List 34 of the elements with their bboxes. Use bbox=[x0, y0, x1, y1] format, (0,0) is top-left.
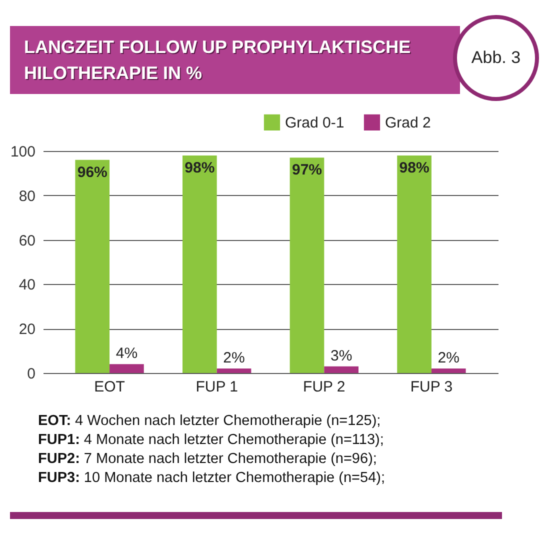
y-tick-label: 100 bbox=[10, 144, 36, 160]
data-label: 98% bbox=[399, 159, 430, 176]
y-tick-label: 40 bbox=[18, 276, 36, 294]
x-tick-label: FUP 2 bbox=[303, 378, 346, 396]
bar bbox=[324, 366, 358, 373]
legend-label: Grad 2 bbox=[385, 114, 431, 132]
data-label: 96% bbox=[77, 164, 108, 181]
data-label: 97% bbox=[292, 162, 322, 179]
x-tick-label: FUP 3 bbox=[410, 378, 453, 396]
chart-subtitle: Abb. 3 bbox=[453, 15, 539, 101]
y-tick-label: 60 bbox=[18, 232, 36, 250]
data-label: 2% bbox=[438, 350, 460, 367]
chart-title: LANGZEIT FOLLOW UP PROPHYLAKTISCHE HILOTHERAPIE IN % bbox=[10, 26, 460, 94]
x-tick-label: EOT bbox=[94, 378, 125, 396]
bar bbox=[431, 368, 466, 373]
text: EOT: 4 Wochen nach letzter Chemotherapie (n=125); bbox=[38, 412, 382, 431]
data-label: 4% bbox=[116, 345, 138, 362]
data-label: 2% bbox=[223, 350, 245, 367]
y-tick-label: 80 bbox=[18, 188, 36, 205]
data-label: 3% bbox=[330, 347, 352, 364]
text: FUP1: 4 Monate nach letzter Chemotherapie (n=113); bbox=[38, 431, 385, 450]
x-tick-label: FUP 1 bbox=[196, 378, 238, 396]
data-label: 98% bbox=[184, 159, 215, 176]
bar bbox=[182, 155, 217, 373]
bar bbox=[75, 160, 110, 373]
text: FUP3: 10 Monate nach letzter Chemotherapie (n=54); bbox=[38, 469, 385, 488]
y-tick-label: 20 bbox=[18, 321, 36, 338]
bar bbox=[216, 368, 252, 373]
bar bbox=[290, 158, 324, 373]
legend-label: Grad 0-1 bbox=[285, 114, 344, 132]
text: FUP2: 7 Monate nach letzter Chemotherapie (n=96); bbox=[38, 450, 378, 469]
bar bbox=[110, 364, 144, 373]
y-tick-label: 0 bbox=[27, 366, 36, 382]
bar bbox=[397, 155, 432, 373]
